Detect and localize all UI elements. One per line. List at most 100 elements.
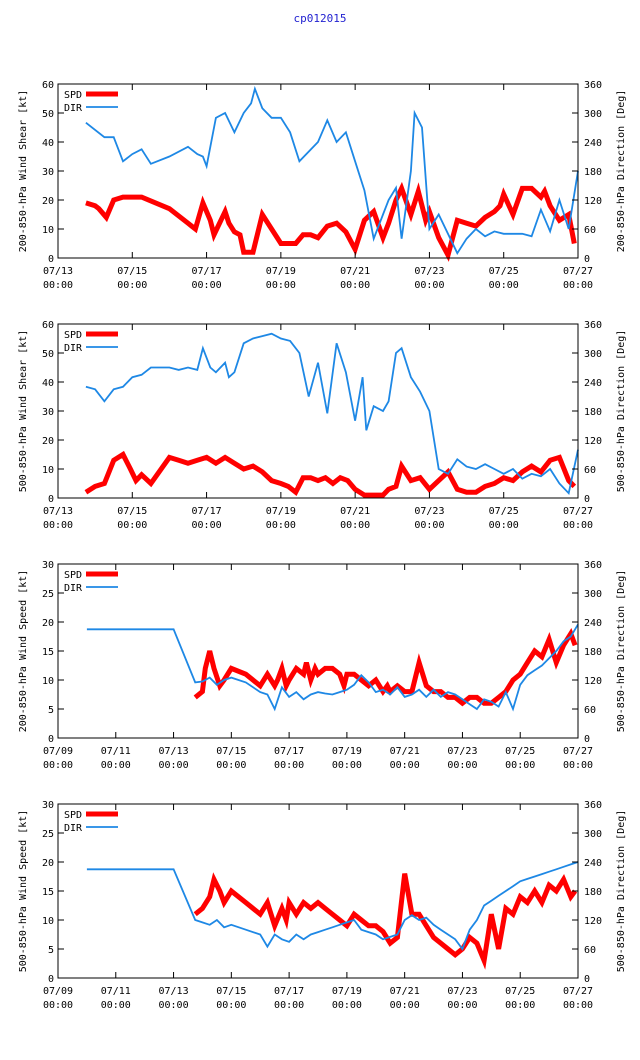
x-tick-label-date: 07/09 bbox=[43, 986, 73, 997]
x-tick-label-date: 07/17 bbox=[192, 506, 222, 517]
y2-tick-label: 120 bbox=[584, 196, 602, 207]
y-tick-label: 20 bbox=[42, 436, 54, 447]
x-tick-label-date: 07/23 bbox=[414, 266, 444, 277]
x-tick-label-date: 07/21 bbox=[390, 746, 420, 757]
y-tick-label: 30 bbox=[42, 167, 54, 178]
y-tick-label: 0 bbox=[48, 254, 54, 265]
x-tick-label-time: 00:00 bbox=[505, 760, 535, 771]
plot-frame-1 bbox=[57, 83, 579, 259]
x-tick-label-time: 00:00 bbox=[390, 1000, 420, 1011]
y-tick-label: 25 bbox=[42, 589, 54, 600]
x-tick-label-time: 00:00 bbox=[117, 520, 147, 531]
y2-tick-label: 360 bbox=[584, 800, 602, 811]
y-axis-label: 200-850-hPa Wind Speed [kt] bbox=[18, 570, 29, 733]
x-tick-label-date: 07/25 bbox=[489, 506, 519, 517]
x-tick-label-time: 00:00 bbox=[489, 520, 519, 531]
x-tick-label-time: 00:00 bbox=[43, 1000, 73, 1011]
x-tick-label-time: 00:00 bbox=[101, 1000, 131, 1011]
x-tick-label-time: 00:00 bbox=[332, 760, 362, 771]
x-tick-label-time: 00:00 bbox=[505, 1000, 535, 1011]
y-tick-label: 50 bbox=[42, 349, 54, 360]
y-tick-label: 60 bbox=[42, 320, 54, 331]
x-tick-label-date: 07/11 bbox=[101, 746, 131, 757]
y-axis-label: 500-850-hPa Wind Speed [kt] bbox=[18, 810, 29, 973]
y2-axis-label: 500-850-hPa Direction [Deg] bbox=[616, 810, 627, 973]
legend-label-dir: DIR bbox=[64, 583, 83, 594]
x-tick-label-time: 00:00 bbox=[390, 760, 420, 771]
x-tick-label-date: 07/27 bbox=[563, 986, 593, 997]
x-tick-label-date: 07/17 bbox=[274, 746, 304, 757]
y-tick-label: 10 bbox=[42, 465, 54, 476]
y-tick-label: 15 bbox=[42, 647, 54, 658]
legend-label-dir: DIR bbox=[64, 103, 83, 114]
x-tick-label-time: 00:00 bbox=[340, 280, 370, 291]
series-dir-line-1 bbox=[85, 85, 579, 256]
y-tick-label: 60 bbox=[42, 80, 54, 91]
y-tick-label: 5 bbox=[48, 705, 54, 716]
y2-tick-label: 300 bbox=[584, 589, 602, 600]
x-tick-label-time: 00:00 bbox=[447, 760, 477, 771]
x-tick-label-date: 07/09 bbox=[43, 746, 73, 757]
y-tick-label: 30 bbox=[42, 800, 54, 811]
y2-tick-label: 360 bbox=[584, 80, 602, 91]
x-tick-label-time: 00:00 bbox=[159, 760, 189, 771]
x-tick-label-date: 07/13 bbox=[43, 266, 73, 277]
x-tick-label-time: 00:00 bbox=[563, 520, 593, 531]
x-tick-label-time: 00:00 bbox=[159, 1000, 189, 1011]
x-tick-label-date: 07/19 bbox=[332, 746, 362, 757]
y-axis-label: 200-850-hPa Wind Shear [kt] bbox=[18, 90, 29, 253]
x-tick-label-time: 00:00 bbox=[274, 760, 304, 771]
y2-tick-label: 60 bbox=[584, 465, 596, 476]
legend-label-spd: SPD bbox=[64, 810, 82, 821]
x-tick-label-date: 07/13 bbox=[43, 506, 73, 517]
y-tick-label: 20 bbox=[42, 858, 54, 869]
x-tick-label-time: 00:00 bbox=[340, 520, 370, 531]
y2-tick-label: 180 bbox=[584, 167, 602, 178]
x-tick-label-time: 00:00 bbox=[414, 280, 444, 291]
y2-tick-label: 240 bbox=[584, 858, 602, 869]
x-tick-label-time: 00:00 bbox=[563, 1000, 593, 1011]
x-tick-label-date: 07/13 bbox=[159, 746, 189, 757]
y2-tick-label: 60 bbox=[584, 225, 596, 236]
x-tick-label-date: 07/15 bbox=[117, 266, 147, 277]
legend-label-dir: DIR bbox=[64, 343, 83, 354]
legend-label-spd: SPD bbox=[64, 90, 82, 101]
y-tick-label: 0 bbox=[48, 974, 54, 985]
x-tick-label-date: 07/25 bbox=[489, 266, 519, 277]
legend-label-spd: SPD bbox=[64, 330, 82, 341]
y-tick-label: 10 bbox=[42, 676, 54, 687]
y2-tick-label: 300 bbox=[584, 349, 602, 360]
x-tick-label-time: 00:00 bbox=[489, 280, 519, 291]
x-tick-label-date: 07/21 bbox=[340, 266, 370, 277]
plot-frame-4 bbox=[57, 803, 579, 979]
y-tick-label: 5 bbox=[48, 945, 54, 956]
x-tick-label-date: 07/17 bbox=[274, 986, 304, 997]
x-tick-label-time: 00:00 bbox=[414, 520, 444, 531]
y2-tick-label: 0 bbox=[584, 974, 590, 985]
y2-tick-label: 240 bbox=[584, 378, 602, 389]
series-spd-line-4 bbox=[193, 872, 578, 970]
x-tick-label-time: 00:00 bbox=[192, 280, 222, 291]
series-spd-line-1 bbox=[85, 181, 577, 262]
x-tick-label-date: 07/27 bbox=[563, 506, 593, 517]
x-tick-label-date: 07/23 bbox=[447, 746, 477, 757]
plot-frame-3 bbox=[57, 563, 579, 739]
x-tick-label-date: 07/15 bbox=[117, 506, 147, 517]
x-tick-label-time: 00:00 bbox=[563, 760, 593, 771]
y2-tick-label: 0 bbox=[584, 734, 590, 745]
y-axis-label: 500-850-hPa Wind Shear [kt] bbox=[18, 330, 29, 493]
y-tick-label: 30 bbox=[42, 560, 54, 571]
x-tick-label-time: 00:00 bbox=[274, 1000, 304, 1011]
x-tick-label-date: 07/21 bbox=[390, 986, 420, 997]
x-tick-label-date: 07/19 bbox=[266, 266, 296, 277]
x-tick-label-time: 00:00 bbox=[216, 760, 246, 771]
x-tick-label-date: 07/19 bbox=[332, 986, 362, 997]
y2-tick-label: 240 bbox=[584, 618, 602, 629]
legend-label-dir: DIR bbox=[64, 823, 83, 834]
y-tick-label: 25 bbox=[42, 829, 54, 840]
x-tick-label-time: 00:00 bbox=[216, 1000, 246, 1011]
x-tick-label-time: 00:00 bbox=[563, 280, 593, 291]
x-tick-label-date: 07/17 bbox=[192, 266, 222, 277]
legend-label-spd: SPD bbox=[64, 570, 82, 581]
